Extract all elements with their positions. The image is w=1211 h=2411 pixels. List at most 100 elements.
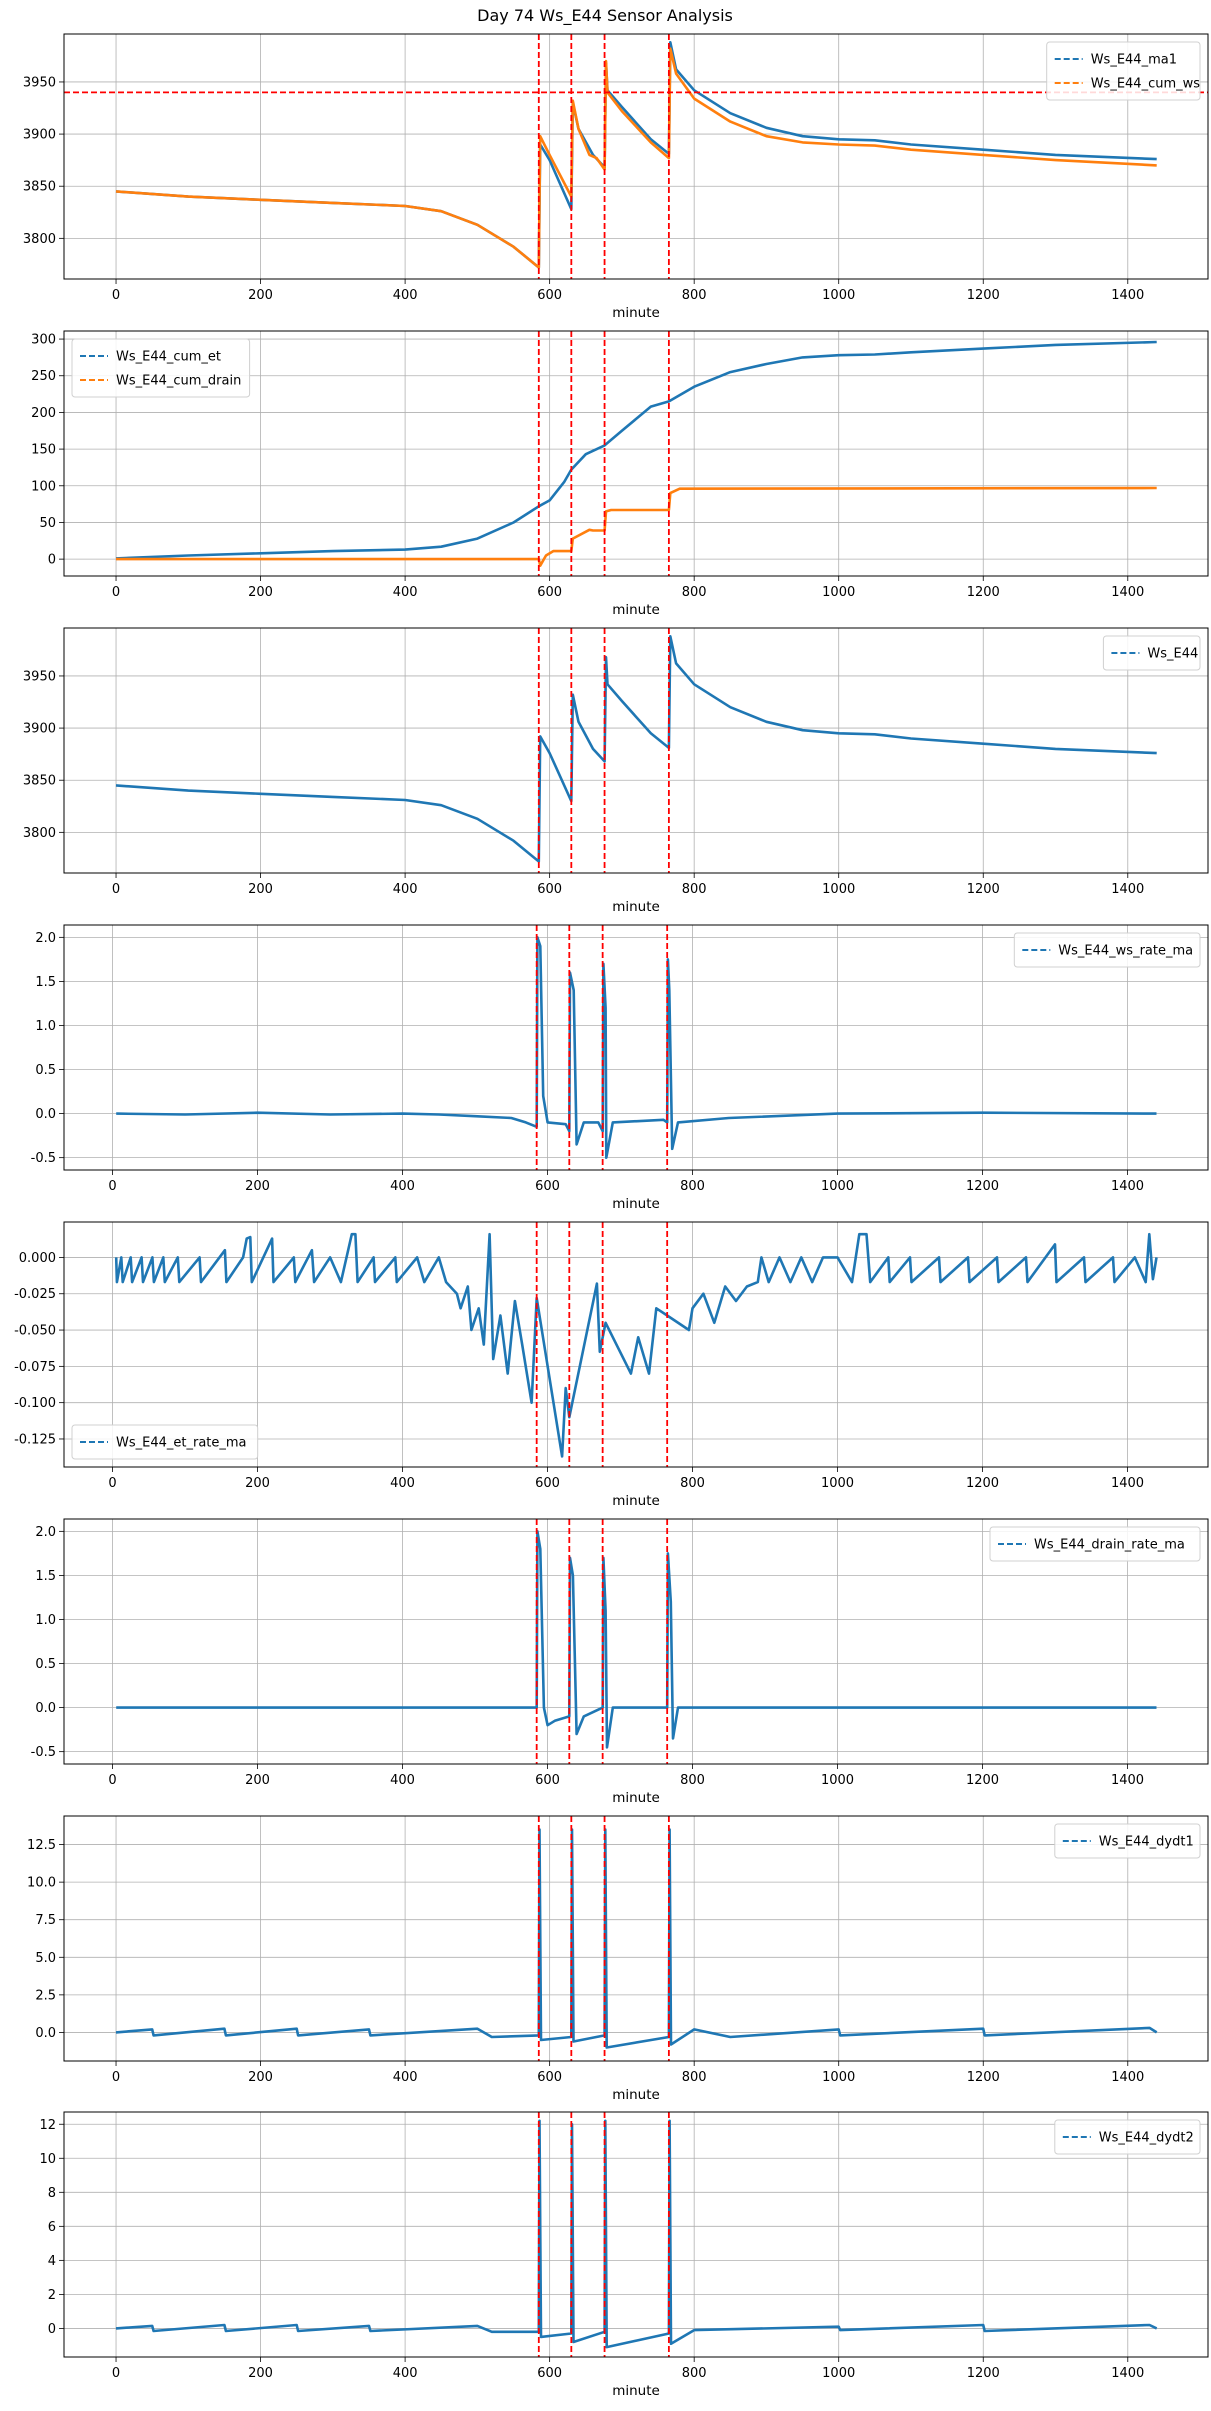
x-tick-label: 400 bbox=[393, 288, 418, 303]
legend: Ws_E44_ma1 Ws_E44_cum_ws bbox=[1046, 41, 1201, 101]
legend: Ws_E44 bbox=[1102, 635, 1201, 671]
x-axis-label: minute bbox=[612, 1196, 660, 1212]
axes-frame bbox=[63, 2111, 1209, 2358]
y-tick-label: 0.0 bbox=[35, 1107, 56, 1122]
y-tick-label: 3950 bbox=[23, 75, 56, 90]
x-axis-label: minute bbox=[612, 899, 660, 915]
axes-frame bbox=[63, 627, 1209, 874]
x-tick-label: 800 bbox=[682, 288, 707, 303]
series-line-Ws_E44 bbox=[115, 634, 1157, 863]
x-tick-label: 1400 bbox=[1111, 882, 1144, 897]
x-tick-label: 1000 bbox=[821, 1476, 854, 1491]
subplot-4: 0 200 400 600 800 1000 1200 1400 -0.5 0.0 0.5 1.0 1.… bbox=[31, 924, 1209, 1212]
legend-box bbox=[71, 338, 251, 398]
axes-frame bbox=[63, 1518, 1209, 1765]
legend-label: Ws_E44_dydt1 bbox=[1099, 1835, 1194, 1850]
x-axis-label: minute bbox=[612, 1493, 660, 1509]
y-tick-label: 4 bbox=[48, 2254, 56, 2269]
y-tick-label: 200 bbox=[31, 406, 56, 421]
legend-label: Ws_E44_cum_et bbox=[116, 350, 221, 365]
y-tick-label: 0.000 bbox=[19, 1251, 56, 1266]
legend-label: Ws_E44_dydt2 bbox=[1099, 2131, 1194, 2146]
x-tick-label: 800 bbox=[680, 1773, 705, 1788]
y-tick-label: -0.5 bbox=[31, 1151, 56, 1166]
legend-label: Ws_E44_et_rate_ma bbox=[116, 1436, 247, 1451]
x-tick-label: 800 bbox=[682, 2366, 707, 2381]
x-tick-label: 600 bbox=[535, 1179, 560, 1194]
legend-box bbox=[989, 1526, 1201, 1562]
x-tick-label: 200 bbox=[248, 288, 273, 303]
y-tick-label: 1.0 bbox=[35, 1019, 56, 1034]
y-tick-label: 12 bbox=[39, 2118, 56, 2133]
x-tick-label: 1400 bbox=[1111, 288, 1144, 303]
x-tick-label: 1200 bbox=[967, 2366, 1000, 2381]
y-tick-label: 2.5 bbox=[35, 1988, 56, 2003]
legend: Ws_E44_drain_rate_ma bbox=[989, 1526, 1201, 1562]
x-tick-label: 1400 bbox=[1111, 1476, 1144, 1491]
x-tick-label: 1200 bbox=[967, 585, 1000, 600]
x-tick-label: 400 bbox=[393, 882, 418, 897]
series-line-Ws_E44_dydt2 bbox=[115, 2119, 1158, 2349]
x-tick-label: 400 bbox=[390, 1179, 415, 1194]
legend: Ws_E44_et_rate_ma bbox=[71, 1424, 259, 1460]
y-tick-label: 3900 bbox=[23, 722, 56, 737]
legend-box bbox=[1013, 932, 1201, 968]
plot-area bbox=[115, 628, 1157, 873]
y-tick-label: 10 bbox=[39, 2152, 56, 2167]
x-tick-label: 0 bbox=[112, 2070, 120, 2085]
y-tick-label: -0.100 bbox=[14, 1396, 56, 1411]
legend-box bbox=[1102, 635, 1201, 671]
legend-label: Ws_E44_cum_ws bbox=[1091, 77, 1201, 92]
legend-box bbox=[1054, 1823, 1201, 1859]
y-tick-label: 1.0 bbox=[35, 1613, 56, 1628]
legend-label: Ws_E44_ws_rate_ma bbox=[1058, 944, 1193, 959]
series-line-Ws_E44_drain_rate_ma bbox=[116, 1530, 1157, 1749]
axes-frame bbox=[63, 924, 1209, 1171]
x-tick-label: 1000 bbox=[822, 882, 855, 897]
legend: Ws_E44_dydt2 bbox=[1054, 2119, 1201, 2155]
axes-frame bbox=[63, 330, 1209, 577]
y-tick-label: 0 bbox=[48, 2322, 56, 2337]
x-tick-label: 800 bbox=[682, 585, 707, 600]
legend: Ws_E44_cum_et Ws_E44_cum_drain bbox=[71, 338, 251, 398]
legend-label: Ws_E44_ma1 bbox=[1091, 53, 1177, 68]
x-tick-label: 0 bbox=[112, 2366, 120, 2381]
y-tick-label: 5.0 bbox=[35, 1951, 56, 1966]
subplots: 0 200 400 600 800 1000 1200 1400380038503900395… bbox=[14, 33, 1209, 2399]
legend-label: Ws_E44 bbox=[1147, 647, 1198, 662]
x-tick-label: 1000 bbox=[822, 2366, 855, 2381]
x-tick-label: 1200 bbox=[966, 1773, 999, 1788]
x-tick-label: 800 bbox=[682, 2070, 707, 2085]
y-tick-label: -0.075 bbox=[14, 1360, 56, 1375]
subplot-7: 0 200 400 600 800 1000 1200 1400 0.0 2.5 5.0 7.5 10.… bbox=[27, 1815, 1209, 2103]
y-tick-label: 6 bbox=[48, 2220, 56, 2235]
legend-box bbox=[71, 1424, 259, 1460]
x-tick-label: 0 bbox=[108, 1476, 116, 1491]
y-tick-label: 3850 bbox=[23, 774, 56, 789]
x-tick-label: 1000 bbox=[821, 1773, 854, 1788]
x-tick-label: 200 bbox=[248, 2366, 273, 2381]
y-tick-label: 2.0 bbox=[35, 931, 56, 946]
x-tick-label: 600 bbox=[535, 1773, 560, 1788]
x-tick-label: 1400 bbox=[1111, 585, 1144, 600]
x-tick-label: 1000 bbox=[822, 2070, 855, 2085]
series-line-Ws_E44_cum_et bbox=[115, 340, 1157, 560]
subplot-3: 0 200 400 600 800 1000 1200 1400 3800 3850 3900 395… bbox=[23, 627, 1209, 915]
axes-frame bbox=[63, 1221, 1209, 1468]
figure-title: Day 74 Ws_E44 Sensor Analysis bbox=[477, 6, 733, 26]
y-tick-label: 1.5 bbox=[35, 1569, 56, 1584]
y-tick-label: 0.0 bbox=[35, 2026, 56, 2041]
plot-area bbox=[116, 925, 1157, 1170]
x-tick-label: 400 bbox=[390, 1476, 415, 1491]
y-tick-label: 3950 bbox=[23, 669, 56, 684]
x-tick-label: 1400 bbox=[1111, 1773, 1144, 1788]
series-line-Ws_E44_dydt1 bbox=[115, 1828, 1158, 2049]
x-tick-label: 0 bbox=[112, 288, 120, 303]
x-tick-label: 200 bbox=[245, 1773, 270, 1788]
y-tick-label: 0 bbox=[48, 553, 56, 568]
plot-area bbox=[115, 1816, 1158, 2061]
y-tick-label: 3900 bbox=[23, 128, 56, 143]
legend: Ws_E44_ws_rate_ma bbox=[1013, 932, 1201, 968]
x-tick-label: 1200 bbox=[967, 288, 1000, 303]
x-tick-label: 200 bbox=[248, 882, 273, 897]
